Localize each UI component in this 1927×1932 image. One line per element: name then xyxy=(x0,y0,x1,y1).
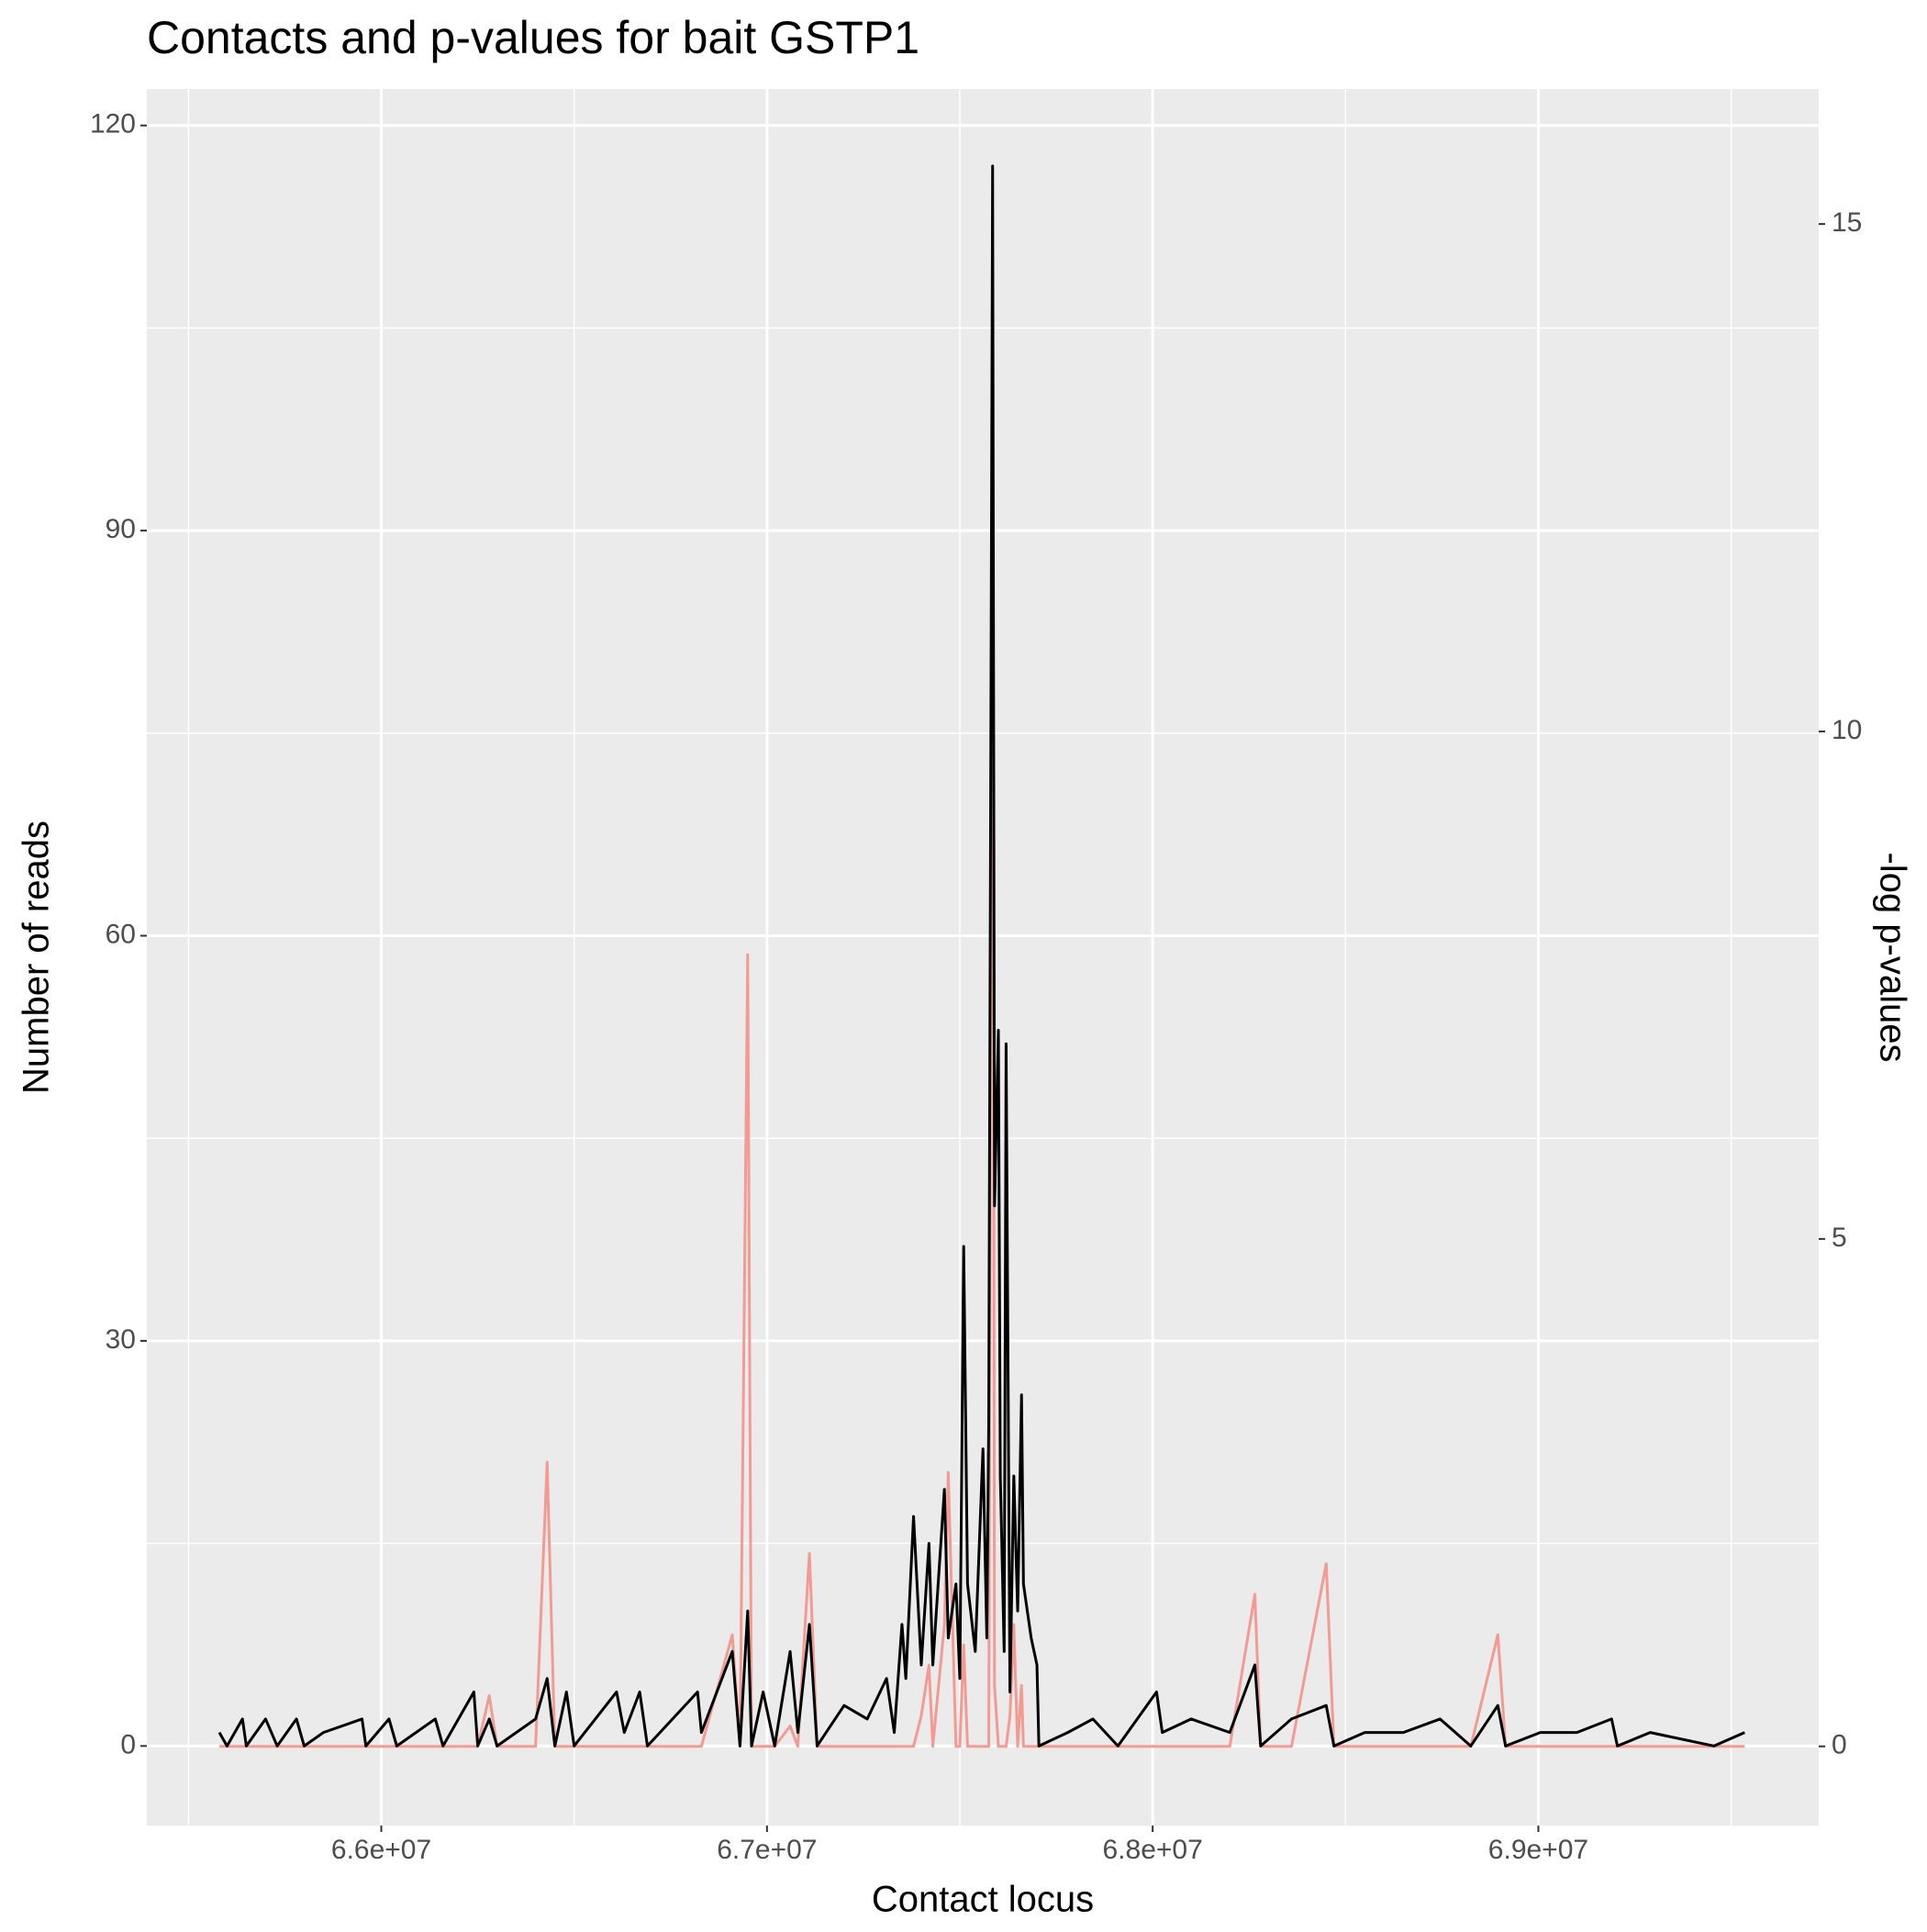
y-tick-label: 30 xyxy=(106,1324,136,1355)
y2-tick-label: 5 xyxy=(1832,1223,1847,1253)
x-tick-label: 6.7e+07 xyxy=(717,1835,817,1865)
y2-tick-label: 10 xyxy=(1832,715,1862,745)
y2-tick-label: 15 xyxy=(1832,207,1862,238)
chart-title: Contacts and p-values for bait GSTP1 xyxy=(147,12,919,63)
y-axis-title: Number of reads xyxy=(17,821,57,1094)
x-tick-label: 6.9e+07 xyxy=(1488,1835,1588,1865)
lines xyxy=(217,164,1745,1748)
y-tick-label: 0 xyxy=(120,1729,136,1759)
y-tick-label: 60 xyxy=(106,919,136,949)
series-line xyxy=(219,364,1745,1748)
y-tick-label: 90 xyxy=(106,514,136,544)
x-axis-title: Contact locus xyxy=(872,1880,1094,1920)
x-tick-label: 6.8e+07 xyxy=(1103,1835,1203,1865)
series-line xyxy=(217,164,1745,1748)
y2-axis-title: -log p-values xyxy=(1872,852,1912,1062)
panel xyxy=(147,89,1819,1826)
y-tick-label: 120 xyxy=(90,109,136,140)
x-tick-label: 6.6e+07 xyxy=(331,1835,431,1865)
axes: 6.6e+07 6.7e+07 6.8e+07 6.9e+07 0 30 60 90 120 0 5… xyxy=(90,109,1862,1865)
y2-tick-label: 0 xyxy=(1832,1730,1847,1760)
